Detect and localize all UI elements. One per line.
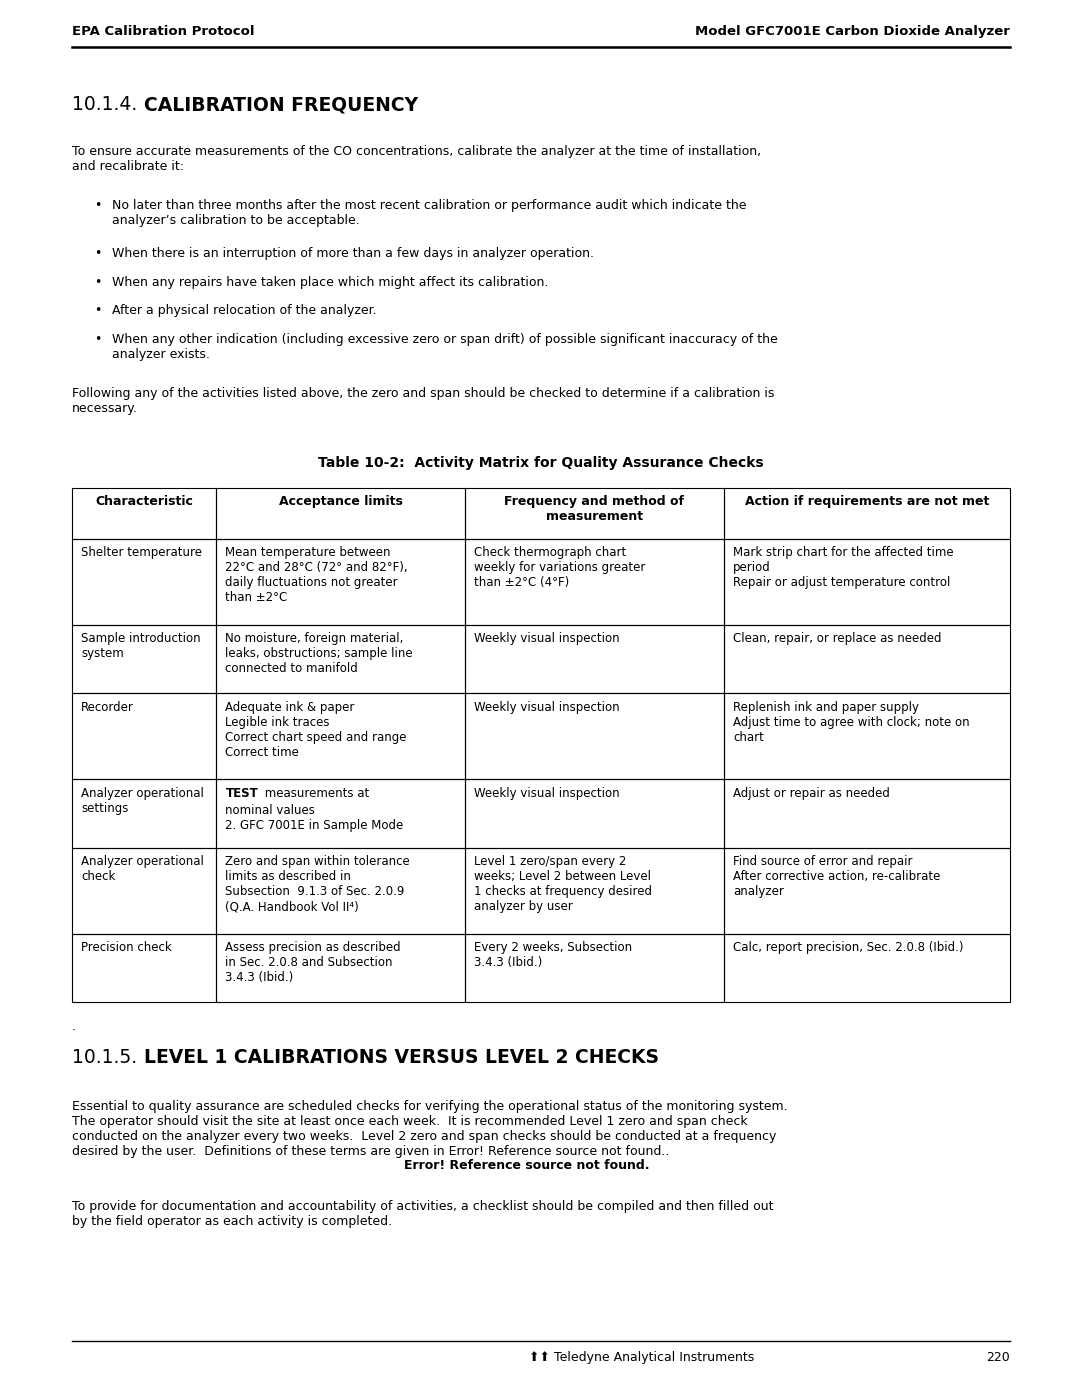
- Text: .: .: [72, 1020, 76, 1032]
- Text: •: •: [94, 305, 102, 317]
- Text: •: •: [94, 275, 102, 289]
- Bar: [724, 488, 1010, 538]
- Text: Table 10-2:  Activity Matrix for Quality Assurance Checks: Table 10-2: Activity Matrix for Quality …: [319, 455, 764, 469]
- Text: TEST: TEST: [226, 787, 258, 799]
- Bar: [216, 538, 465, 624]
- Text: No moisture, foreign material,
leaks, obstructions; sample line
connected to man: No moisture, foreign material, leaks, ob…: [226, 631, 413, 675]
- Bar: [465, 488, 724, 538]
- Text: 220: 220: [986, 1351, 1010, 1363]
- Text: When any other indication (including excessive zero or span drift) of possible s: When any other indication (including exc…: [112, 332, 778, 360]
- Text: Frequency and method of
measurement: Frequency and method of measurement: [504, 495, 685, 522]
- Bar: [724, 538, 1010, 624]
- Text: Characteristic: Characteristic: [95, 495, 193, 509]
- Text: To ensure accurate measurements of the CO concentrations, calibrate the analyzer: To ensure accurate measurements of the C…: [72, 145, 761, 173]
- Text: Replenish ink and paper supply
Adjust time to agree with clock; note on
chart: Replenish ink and paper supply Adjust ti…: [733, 700, 970, 743]
- Text: Adjust or repair as needed: Adjust or repair as needed: [733, 787, 890, 799]
- Text: 10.1.4.: 10.1.4.: [72, 95, 137, 115]
- Text: When there is an interruption of more than a few days in analyzer operation.: When there is an interruption of more th…: [112, 247, 594, 260]
- Text: EPA Calibration Protocol: EPA Calibration Protocol: [72, 25, 255, 38]
- Bar: [216, 488, 465, 538]
- Text: Recorder: Recorder: [81, 700, 134, 714]
- Text: Error! Reference source not found.: Error! Reference source not found.: [404, 1158, 649, 1172]
- Bar: [465, 538, 724, 624]
- Bar: [216, 933, 465, 1002]
- Bar: [72, 538, 216, 624]
- Bar: [72, 933, 216, 1002]
- Text: •: •: [94, 332, 102, 345]
- Bar: [724, 933, 1010, 1002]
- Text: Essential to quality assurance are scheduled checks for verifying the operationa: Essential to quality assurance are sched…: [72, 1099, 787, 1158]
- Text: Mean temperature between
22°C and 28°C (72° and 82°F),
daily fluctuations not gr: Mean temperature between 22°C and 28°C (…: [226, 546, 408, 604]
- Bar: [465, 848, 724, 933]
- Text: Weekly visual inspection: Weekly visual inspection: [474, 700, 620, 714]
- Text: Weekly visual inspection: Weekly visual inspection: [474, 787, 620, 799]
- Text: No later than three months after the most recent calibration or performance audi: No later than three months after the mos…: [112, 198, 746, 226]
- Text: LEVEL 1 CALIBRATIONS VERSUS LEVEL 2 CHECKS: LEVEL 1 CALIBRATIONS VERSUS LEVEL 2 CHEC…: [144, 1048, 659, 1067]
- Text: When any repairs have taken place which might affect its calibration.: When any repairs have taken place which …: [112, 275, 549, 289]
- Text: Shelter temperature: Shelter temperature: [81, 546, 202, 559]
- Text: Error! Reference source not found.: Error! Reference source not found.: [404, 1158, 649, 1172]
- Bar: [724, 624, 1010, 693]
- Text: Find source of error and repair
After corrective action, re-calibrate
analyzer: Find source of error and repair After co…: [733, 855, 941, 898]
- Bar: [72, 624, 216, 693]
- Text: To provide for documentation and accountability of activities, a checklist shoul: To provide for documentation and account…: [72, 1200, 773, 1228]
- Text: Check thermograph chart
weekly for variations greater
than ±2°C (4°F): Check thermograph chart weekly for varia…: [474, 546, 646, 590]
- Text: Mark strip chart for the affected time
period
Repair or adjust temperature contr: Mark strip chart for the affected time p…: [733, 546, 954, 590]
- Text: Level 1 zero/span every 2
weeks; Level 2 between Level
1 checks at frequency des: Level 1 zero/span every 2 weeks; Level 2…: [474, 855, 652, 914]
- Text: Precision check: Precision check: [81, 942, 172, 954]
- Text: measurements at: measurements at: [261, 787, 369, 799]
- Text: Calc, report precision, Sec. 2.0.8 (Ibid.): Calc, report precision, Sec. 2.0.8 (Ibid…: [733, 942, 963, 954]
- Text: CALIBRATION FREQUENCY: CALIBRATION FREQUENCY: [144, 95, 418, 115]
- Bar: [724, 780, 1010, 848]
- Text: •: •: [94, 247, 102, 260]
- Bar: [724, 693, 1010, 780]
- Text: Sample introduction
system: Sample introduction system: [81, 631, 201, 659]
- Text: •: •: [94, 198, 102, 212]
- Bar: [465, 624, 724, 693]
- Text: Following any of the activities listed above, the zero and span should be checke: Following any of the activities listed a…: [72, 387, 774, 415]
- Text: 10.1.5.: 10.1.5.: [72, 1048, 137, 1067]
- Bar: [465, 933, 724, 1002]
- Text: Analyzer operational
settings: Analyzer operational settings: [81, 787, 204, 814]
- Text: Action if requirements are not met: Action if requirements are not met: [745, 495, 989, 509]
- Text: Adequate ink & paper
Legible ink traces
Correct chart speed and range
Correct ti: Adequate ink & paper Legible ink traces …: [226, 700, 407, 759]
- Text: After a physical relocation of the analyzer.: After a physical relocation of the analy…: [112, 305, 377, 317]
- Bar: [724, 848, 1010, 933]
- Bar: [72, 780, 216, 848]
- Text: Clean, repair, or replace as needed: Clean, repair, or replace as needed: [733, 631, 942, 645]
- Bar: [216, 848, 465, 933]
- Text: ⬆⬆ Teledyne Analytical Instruments: ⬆⬆ Teledyne Analytical Instruments: [529, 1351, 754, 1363]
- Text: Acceptance limits: Acceptance limits: [279, 495, 403, 509]
- Text: Assess precision as described
in Sec. 2.0.8 and Subsection
3.4.3 (Ibid.): Assess precision as described in Sec. 2.…: [226, 942, 401, 983]
- Text: Weekly visual inspection: Weekly visual inspection: [474, 631, 620, 645]
- Text: Zero and span within tolerance
limits as described in
Subsection  9.1.3 of Sec. : Zero and span within tolerance limits as…: [226, 855, 410, 914]
- Text: nominal values
2. GFC 7001E in Sample Mode: nominal values 2. GFC 7001E in Sample Mo…: [226, 805, 404, 833]
- Bar: [465, 780, 724, 848]
- Bar: [216, 624, 465, 693]
- Text: Model GFC7001E Carbon Dioxide Analyzer: Model GFC7001E Carbon Dioxide Analyzer: [696, 25, 1010, 38]
- Bar: [465, 693, 724, 780]
- Text: Analyzer operational
check: Analyzer operational check: [81, 855, 204, 883]
- Bar: [72, 488, 216, 538]
- Text: Every 2 weeks, Subsection
3.4.3 (Ibid.): Every 2 weeks, Subsection 3.4.3 (Ibid.): [474, 942, 632, 970]
- Bar: [72, 693, 216, 780]
- Bar: [72, 848, 216, 933]
- Bar: [216, 780, 465, 848]
- Bar: [216, 693, 465, 780]
